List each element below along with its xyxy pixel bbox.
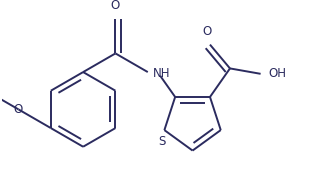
Text: S: S <box>158 135 166 148</box>
Text: OH: OH <box>268 67 286 80</box>
Text: O: O <box>111 0 120 12</box>
Text: O: O <box>203 25 212 38</box>
Text: O: O <box>14 103 23 116</box>
Text: NH: NH <box>153 67 170 80</box>
